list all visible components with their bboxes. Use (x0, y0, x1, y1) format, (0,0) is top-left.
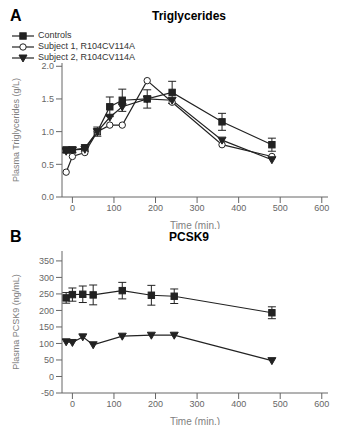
svg-text:400: 400 (231, 203, 246, 213)
svg-text:500: 500 (273, 203, 288, 213)
svg-text:2.0: 2.0 (41, 61, 54, 71)
svg-text:600: 600 (314, 203, 329, 213)
svg-text:200: 200 (39, 306, 54, 316)
html-text:Subject 1, R104CV114A: Subject 1, R104CV114A (38, 41, 135, 51)
svg-text:350: 350 (39, 256, 54, 266)
html-text:Subject 2, R104CV114A: Subject 2, R104CV114A (38, 52, 135, 62)
svg-text:100: 100 (106, 399, 121, 409)
svg-text:0.0: 0.0 (41, 192, 54, 202)
svg-text:300: 300 (190, 399, 205, 409)
svg-text:500: 500 (273, 399, 288, 409)
svg-text:-50: -50 (41, 388, 54, 398)
svg-text:300: 300 (39, 273, 54, 283)
svg-text:250: 250 (39, 289, 54, 299)
html-text:A: A (10, 7, 22, 24)
svg-text:0: 0 (70, 399, 75, 409)
svg-text:0: 0 (70, 203, 75, 213)
svg-text:300: 300 (190, 203, 205, 213)
svg-text:600: 600 (314, 399, 329, 409)
svg-text:Time (min.): Time (min.) (170, 416, 220, 425)
html-text:PCSK9: PCSK9 (169, 230, 209, 244)
html-text:Triglycerides: Triglycerides (152, 9, 226, 23)
html-text:Controls: Controls (38, 30, 72, 40)
svg-text:Plasma PCSK9 (ng/mL): Plasma PCSK9 (ng/mL) (11, 274, 21, 370)
svg-text:1.0: 1.0 (41, 127, 54, 137)
svg-text:100: 100 (39, 339, 54, 349)
html-text:B: B (10, 228, 22, 245)
svg-text:0: 0 (49, 372, 54, 382)
svg-text:100: 100 (106, 203, 121, 213)
svg-text:0.5: 0.5 (41, 160, 54, 170)
svg-text:200: 200 (148, 399, 163, 409)
svg-text:Plasma Triglycerides (g/L): Plasma Triglycerides (g/L) (11, 78, 21, 182)
svg-text:50: 50 (44, 355, 54, 365)
svg-text:200: 200 (148, 203, 163, 213)
svg-text:Time (min.): Time (min.) (170, 220, 220, 229)
svg-text:1.5: 1.5 (41, 94, 54, 104)
svg-text:400: 400 (231, 399, 246, 409)
svg-text:150: 150 (39, 322, 54, 332)
